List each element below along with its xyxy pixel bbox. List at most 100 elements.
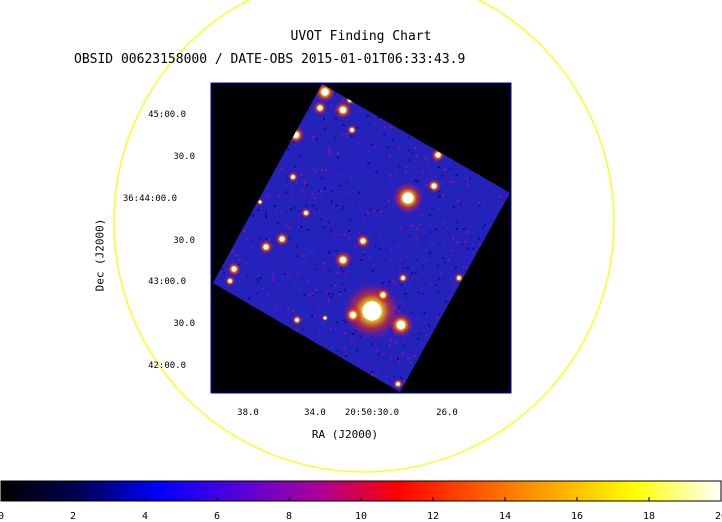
noise-pixel — [446, 227, 448, 230]
noise-pixel — [383, 269, 386, 272]
star-core — [380, 292, 386, 298]
noise-pixel — [359, 110, 362, 113]
noise-pixel — [293, 283, 296, 286]
noise-pixel — [334, 117, 337, 120]
noise-pixel — [315, 341, 318, 344]
noise-pixel — [293, 207, 296, 210]
noise-pixel — [321, 177, 323, 180]
noise-pixel — [316, 181, 319, 184]
noise-pixel — [437, 166, 440, 169]
noise-pixel — [416, 319, 419, 322]
noise-pixel — [422, 321, 425, 324]
y-tick-label: 30.0 — [173, 319, 195, 329]
noise-pixel — [243, 230, 246, 233]
noise-pixel — [294, 165, 297, 168]
noise-pixel — [415, 292, 418, 295]
noise-pixel — [336, 272, 339, 274]
y-axis-label: Dec (J2000) — [93, 218, 107, 292]
noise-pixel — [402, 380, 405, 383]
noise-pixel — [371, 370, 374, 373]
noise-pixel — [478, 184, 481, 187]
noise-pixel — [280, 168, 283, 171]
noise-pixel — [226, 274, 229, 277]
noise-pixel — [418, 222, 421, 225]
noise-pixel — [246, 247, 249, 250]
noise-pixel — [329, 297, 332, 300]
noise-pixel — [313, 196, 316, 199]
noise-pixel — [328, 292, 331, 295]
noise-pixel — [432, 242, 434, 245]
noise-pixel — [439, 303, 442, 306]
noise-pixel — [477, 202, 480, 205]
noise-pixel — [434, 283, 437, 286]
noise-pixel — [466, 233, 469, 236]
y-tick-label: 36:44:00.0 — [122, 194, 177, 204]
noise-pixel — [340, 351, 343, 354]
noise-pixel — [276, 222, 279, 225]
noise-pixel — [436, 316, 439, 319]
noise-pixel — [417, 337, 420, 340]
noise-pixel — [369, 225, 372, 228]
noise-pixel — [301, 328, 304, 331]
noise-pixel — [463, 192, 466, 195]
noise-pixel — [265, 238, 268, 240]
colorbar-tick-label: 6 — [213, 511, 221, 522]
noise-pixel — [440, 272, 443, 275]
noise-pixel — [348, 236, 351, 239]
noise-pixel — [366, 114, 369, 117]
noise-pixel — [379, 236, 382, 239]
noise-pixel — [257, 208, 260, 211]
noise-pixel — [425, 183, 428, 186]
noise-pixel — [324, 127, 327, 130]
noise-pixel — [307, 109, 310, 111]
noise-pixel — [223, 272, 225, 275]
noise-pixel — [447, 259, 450, 262]
noise-pixel — [373, 122, 376, 125]
noise-pixel — [404, 170, 407, 173]
noise-pixel — [275, 298, 278, 301]
noise-pixel — [296, 273, 299, 276]
noise-pixel — [379, 248, 382, 251]
noise-pixel — [304, 273, 307, 276]
noise-pixel — [286, 154, 289, 157]
noise-pixel — [417, 295, 420, 298]
noise-pixel — [288, 248, 291, 251]
star-core — [231, 266, 237, 272]
noise-pixel — [382, 354, 385, 357]
noise-pixel — [275, 308, 278, 311]
noise-pixel — [398, 147, 400, 150]
noise-pixel — [257, 280, 260, 283]
noise-pixel — [411, 307, 414, 309]
star-core — [396, 320, 406, 330]
noise-pixel — [394, 169, 397, 172]
noise-pixel — [398, 165, 401, 168]
noise-pixel — [407, 149, 410, 152]
noise-pixel — [329, 337, 332, 340]
noise-pixel — [260, 206, 263, 209]
noise-pixel — [444, 261, 446, 264]
noise-pixel — [333, 236, 336, 239]
noise-pixel — [399, 227, 402, 230]
noise-pixel — [405, 233, 408, 235]
noise-pixel — [349, 218, 352, 221]
noise-pixel — [398, 265, 401, 268]
noise-pixel — [342, 124, 345, 126]
noise-pixel — [303, 255, 306, 258]
noise-pixel — [298, 212, 301, 215]
colorbar-tick-label: 0 — [0, 511, 5, 522]
noise-pixel — [424, 334, 427, 336]
noise-pixel — [389, 126, 392, 129]
noise-pixel — [428, 324, 430, 327]
noise-pixel — [373, 250, 375, 253]
noise-pixel — [450, 180, 453, 183]
star-core — [304, 211, 308, 215]
noise-pixel — [502, 199, 505, 202]
star-core — [360, 238, 366, 244]
noise-pixel — [374, 246, 377, 249]
noise-pixel — [315, 208, 318, 211]
noise-pixel — [320, 218, 323, 221]
noise-pixel — [329, 328, 332, 331]
star-core — [258, 200, 262, 204]
noise-pixel — [301, 318, 304, 321]
noise-pixel — [466, 247, 469, 250]
